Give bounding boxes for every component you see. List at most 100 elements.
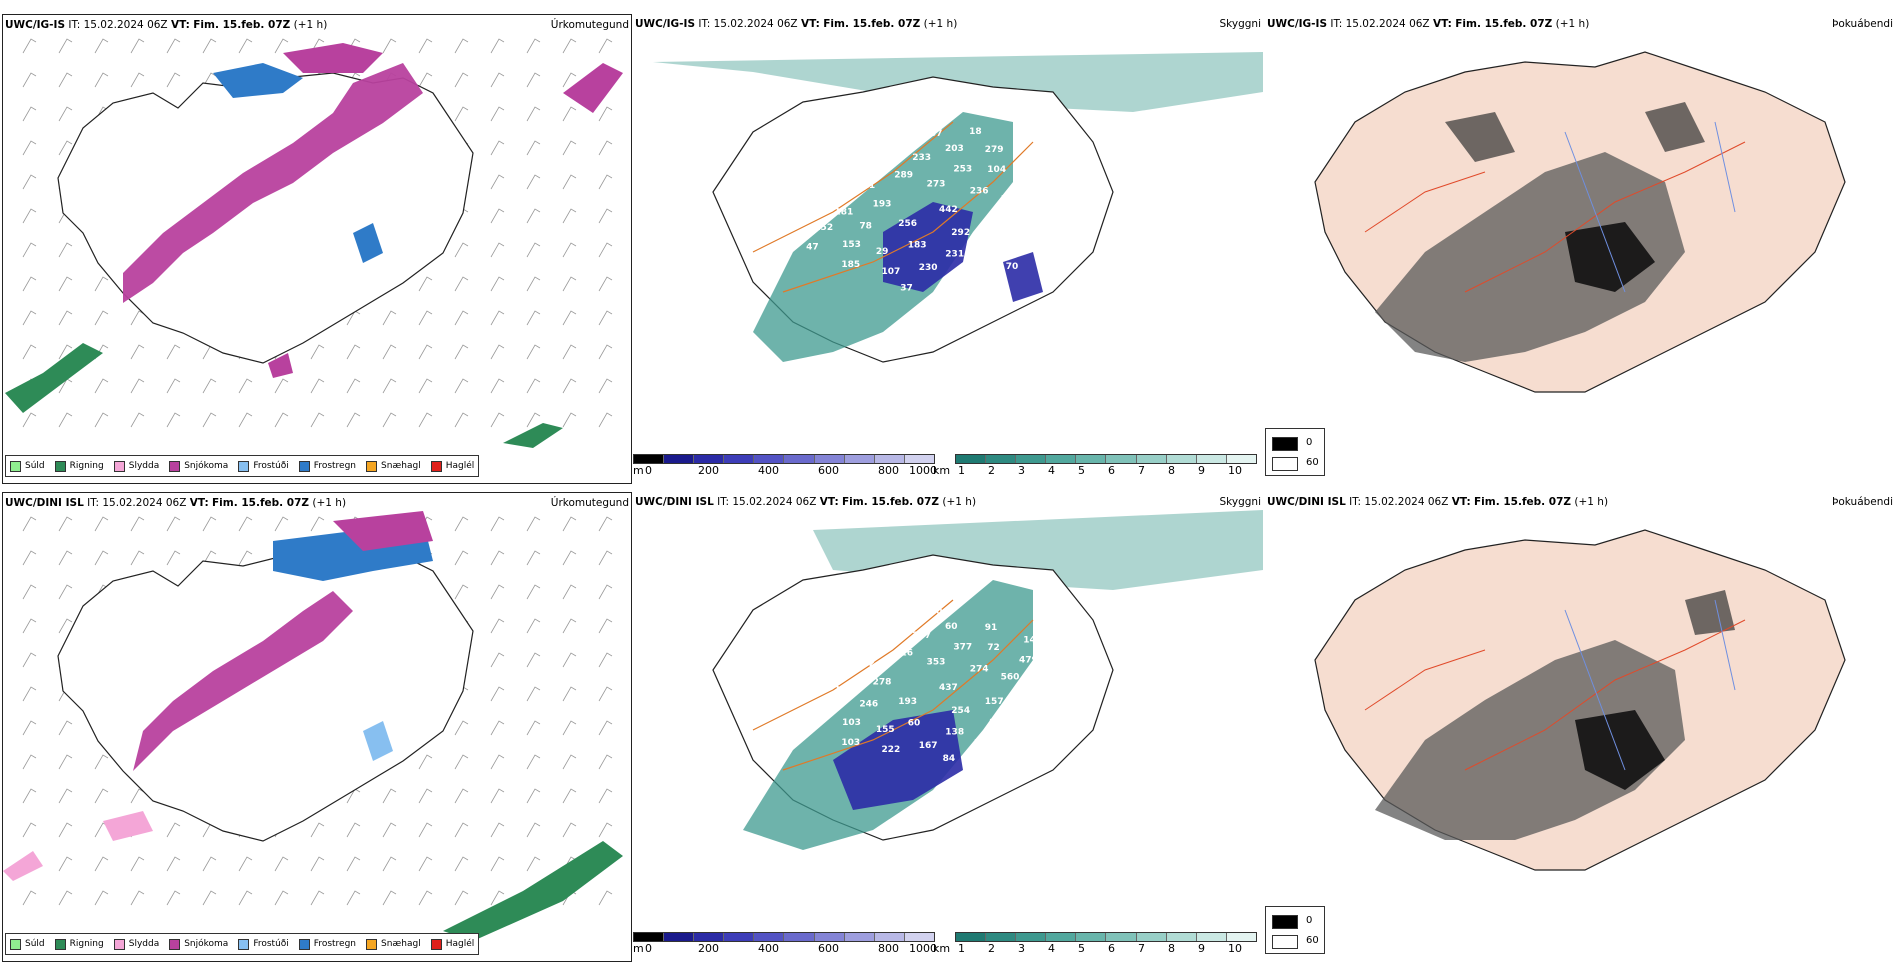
wind-barb	[22, 618, 37, 634]
visibility-value-label: 84	[1041, 677, 1054, 687]
fog-legend-swatch	[1272, 457, 1298, 471]
wind-barb	[454, 276, 469, 292]
visibility-value-label: 157	[985, 697, 1004, 707]
wind-barb	[22, 140, 37, 156]
visibility-value-label: 37	[900, 283, 913, 293]
visibility-value-label: 84	[943, 754, 956, 764]
visibility-value-label: 153	[842, 240, 861, 250]
colorbar-m-tick: 600	[818, 942, 839, 955]
wind-barb	[526, 140, 541, 156]
colorbar-km-tick: 5	[1078, 464, 1085, 477]
wind-barb	[490, 856, 505, 872]
run-info: UWC/DINI ISL IT: 15.02.2024 06Z VT: Fim.…	[5, 497, 347, 509]
wind-barb	[310, 344, 325, 360]
colorbar-m-tick: 400	[758, 464, 779, 477]
visibility-value-label: 37	[1023, 157, 1036, 167]
legend-item-haglel: Haglél	[430, 460, 474, 472]
visibility-value-label: 211	[856, 181, 875, 191]
visibility-value-label: 69	[943, 276, 956, 286]
wind-barb	[526, 720, 541, 736]
panel-header: UWC/IG-IS IT: 15.02.2024 06Z VT: Fim. 15…	[1265, 18, 1895, 32]
wind-barb	[526, 38, 541, 54]
visibility-value-label: 104	[987, 165, 1006, 175]
wind-barb	[58, 38, 73, 54]
visibility-value-label: 78	[859, 221, 872, 231]
wind-barb	[526, 276, 541, 292]
wind-barb	[418, 822, 433, 838]
wind-barb	[166, 344, 181, 360]
visibility-value-label: 370	[989, 240, 1008, 250]
visibility-value-label: 219	[974, 260, 993, 270]
colorbar-m-tick: 0	[645, 464, 652, 477]
visibility-value-label: 72	[987, 643, 1000, 653]
wind-barb	[454, 550, 469, 566]
wind-barb	[202, 856, 217, 872]
wind-barb	[526, 412, 541, 428]
wind-barb	[418, 890, 433, 906]
wind-barb	[598, 140, 613, 156]
wind-barb	[346, 822, 361, 838]
visibility-value-label: 437	[939, 683, 958, 693]
colorbar-m-tick: 0	[645, 942, 652, 955]
wind-barb	[94, 378, 109, 394]
wind-barb	[490, 72, 505, 88]
wind-barb	[58, 890, 73, 906]
wind-barb	[526, 174, 541, 190]
wind-barb	[130, 310, 145, 326]
visibility-value-label: 184	[985, 219, 1004, 229]
wind-barb	[382, 856, 397, 872]
visibility-value-label: 273	[927, 180, 946, 190]
wind-barb	[490, 652, 505, 668]
visibility-value-label: 131	[814, 701, 833, 711]
wind-barb	[166, 72, 181, 88]
wind-barb	[274, 516, 289, 532]
wind-barb	[598, 584, 613, 600]
wind-barb	[562, 276, 577, 292]
visibility-value-label: 103	[830, 160, 849, 170]
wind-barb	[22, 344, 37, 360]
colorbar-km	[955, 454, 1257, 464]
wind-barb	[58, 140, 73, 156]
wind-barb	[526, 686, 541, 702]
wind-barb	[454, 310, 469, 326]
wind-barb	[58, 720, 73, 736]
visibility-value-label: 246	[859, 699, 878, 709]
run-info: UWC/IG-IS IT: 15.02.2024 06Z VT: Fim. 15…	[1267, 18, 1590, 30]
colorbar-km-tick: 7	[1138, 464, 1145, 477]
wind-barb	[94, 310, 109, 326]
visibility-value-label: 278	[873, 677, 892, 687]
wind-barb	[526, 208, 541, 224]
wind-barb	[166, 378, 181, 394]
visibility-value-label: 267	[912, 631, 931, 641]
visibility-value-label: 137	[924, 129, 943, 139]
legend-swatch	[169, 938, 181, 950]
wind-barb	[274, 38, 289, 54]
wind-barb	[22, 890, 37, 906]
legend-item-snaehagl: Snæhagl	[366, 938, 421, 950]
wind-barb	[490, 276, 505, 292]
wind-barb	[22, 652, 37, 668]
visibility-value-label: 222	[882, 745, 901, 755]
wind-barb	[58, 310, 73, 326]
colorbar-km-tick: 2	[988, 942, 995, 955]
precip-map	[3, 511, 623, 941]
wind-barb	[58, 856, 73, 872]
wind-barb	[94, 412, 109, 428]
visibility-value-label: 40	[824, 185, 837, 195]
visibility-value-label: 126	[835, 685, 854, 695]
wind-barb	[94, 276, 109, 292]
wind-barb	[418, 310, 433, 326]
wind-barb	[94, 38, 109, 54]
wind-barb	[562, 788, 577, 804]
colorbar-km-tick: 9	[1198, 942, 1205, 955]
wind-barb	[310, 378, 325, 394]
visibility-value-label: 152	[814, 223, 833, 233]
legend-item-slydda: Slydda	[113, 938, 159, 950]
wind-barb	[598, 754, 613, 770]
wind-barb	[598, 550, 613, 566]
wind-barb	[454, 788, 469, 804]
visibility-value-label: 155	[862, 638, 881, 648]
wind-barb	[58, 516, 73, 532]
wind-barb	[490, 686, 505, 702]
wind-barb	[490, 788, 505, 804]
